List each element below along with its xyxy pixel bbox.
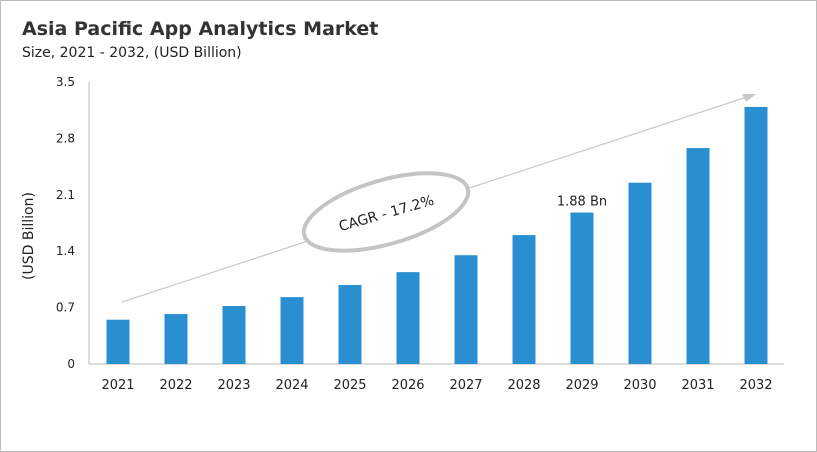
trend-arrow-head (742, 94, 756, 102)
bar-2022 (164, 314, 188, 364)
x-tick-label: 2027 (449, 378, 482, 393)
data-label: 1.88 Bn (557, 195, 607, 210)
x-tick-label: 2032 (739, 378, 772, 393)
bar-2031 (686, 148, 710, 364)
x-tick-label: 2028 (507, 378, 540, 393)
x-tick-label: 2031 (681, 378, 714, 393)
y-tick-label: 2.1 (56, 188, 75, 202)
x-tick-label: 2029 (565, 378, 598, 393)
bar-2021 (106, 319, 130, 364)
bar-2024 (280, 297, 304, 364)
bar-2025 (338, 285, 362, 364)
chart-title: Asia Pacific App Analytics Market (22, 18, 379, 40)
bar-2029 (570, 212, 594, 364)
x-tick-label: 2026 (391, 378, 424, 393)
x-tick-label: 2023 (217, 378, 250, 393)
cagr-ellipse (301, 171, 471, 253)
y-tick-label: 2.8 (56, 131, 75, 145)
y-tick-label: 0.7 (56, 301, 75, 315)
bar-2032 (744, 106, 768, 364)
bar-2026 (396, 272, 420, 364)
x-tick-label: 2022 (159, 378, 192, 393)
x-tick-label: 2021 (101, 378, 134, 393)
chart-subtitle: Size, 2021 - 2032, (USD Billion) (22, 45, 242, 61)
bar-2030 (628, 182, 652, 364)
x-tick-label: 2030 (623, 378, 656, 393)
y-tick-label: 1.4 (56, 244, 75, 258)
x-tick-label: 2024 (275, 378, 308, 393)
y-tick-label: 0 (67, 357, 75, 371)
x-tick-label: 2025 (333, 378, 366, 393)
y-tick-label: 3.5 (56, 75, 75, 89)
y-axis-label: (USD Billion) (21, 192, 37, 280)
bar-2027 (454, 255, 478, 364)
bar-2023 (222, 305, 246, 364)
bar-2028 (512, 235, 536, 364)
